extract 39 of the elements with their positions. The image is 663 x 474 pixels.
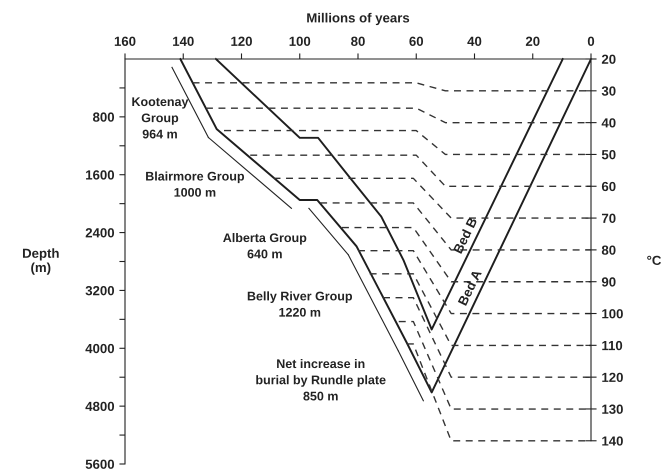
y-tick-label: 3200 [86, 286, 114, 296]
x-tick-label: 160 [114, 36, 136, 46]
y2-tick-label: 100 [602, 309, 623, 318]
y-tick-label: 1600 [86, 170, 114, 180]
y2-tick-label: 130 [602, 404, 623, 414]
y2-tick-label: 60 [602, 182, 616, 192]
y2-tick-label: 80 [602, 245, 616, 255]
annotation: Net increase in burial by Rundle plate 850 m [256, 358, 386, 401]
y-tick-label: 4000 [85, 344, 114, 354]
x-tick-label: 100 [290, 36, 310, 46]
y-tick-label: 2400 [86, 228, 114, 238]
x-tick-label: 0 [588, 36, 594, 46]
y-axis-title: Depth (m) [22, 248, 59, 275]
annotation: Belly River Group 1220 m [248, 291, 352, 317]
y2-tick-label: 90 [602, 277, 616, 287]
y2-tick-label: 110 [602, 340, 622, 350]
x-tick-label: 80 [351, 36, 365, 46]
y2-tick-label: 20 [602, 54, 616, 64]
text: Bed B [452, 216, 478, 254]
x-tick-label: 140 [173, 36, 194, 46]
annotation: Blairmore Group 1000 m [146, 171, 244, 197]
y2-axis-title: °C [647, 256, 662, 266]
y-tick-label: 800 [92, 112, 114, 122]
x-tick-label: 20 [526, 36, 540, 46]
x-tick-label: 60 [409, 36, 424, 46]
y2-tick-label: 140 [602, 436, 623, 446]
y2-tick-label: 120 [602, 372, 623, 382]
y-tick-label: 5600 [86, 460, 114, 469]
x-tick-label: 120 [231, 36, 252, 46]
annotation: Kootenay Group 964 m [132, 97, 188, 138]
annotation: Alberta Group 640 m [223, 233, 306, 258]
y2-tick-label: 50 [602, 150, 616, 160]
x-tick-label: 40 [467, 36, 482, 46]
y2-tick-label: 30 [602, 86, 616, 96]
y-tick-label: 4800 [85, 402, 114, 412]
y2-tick-label: 40 [602, 118, 616, 128]
y2-tick-label: 70 [602, 214, 616, 223]
x-axis-title: Millions of years [307, 12, 410, 26]
text: Bed A [457, 268, 482, 306]
